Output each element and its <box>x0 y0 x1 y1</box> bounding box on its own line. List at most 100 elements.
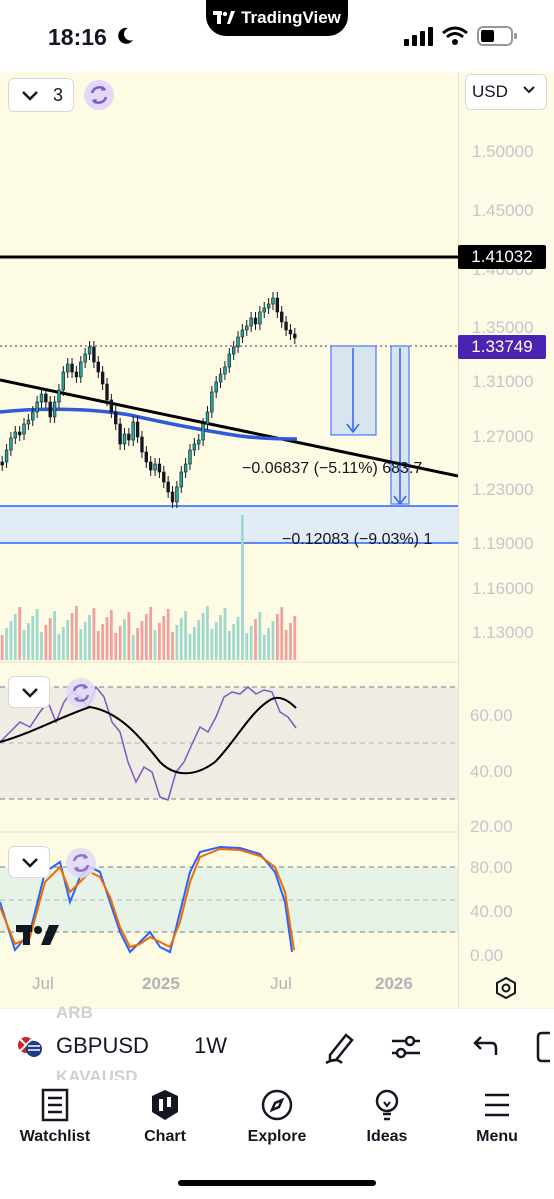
volume-bar <box>5 628 8 660</box>
candle <box>288 329 293 335</box>
rsi-sync-button[interactable] <box>66 678 96 708</box>
volume-bar <box>136 628 139 660</box>
volume-bar <box>162 616 166 660</box>
dynamic-island: TradingView <box>206 0 348 36</box>
time-axis-label: Jul <box>270 974 292 993</box>
volume-bar <box>271 621 275 660</box>
candle <box>271 297 275 305</box>
volume-bar <box>22 630 26 660</box>
wifi-icon <box>442 26 468 45</box>
timeframe[interactable]: 1W <box>194 1033 227 1058</box>
chevron-down-icon <box>22 91 38 101</box>
chart-canvas[interactable]: −0.06837 (−5.11%) 683.7 −0.12083 (−9.03%… <box>0 72 458 1008</box>
candle <box>210 391 214 413</box>
volume-bar <box>227 631 231 660</box>
stoch-axis-label: 80.00 <box>470 858 513 877</box>
candle <box>245 325 249 331</box>
nav-menu[interactable]: Menu <box>442 1088 552 1146</box>
candlestick-series <box>0 292 297 508</box>
time-axis-label: Jul <box>32 974 54 993</box>
volume-bar <box>114 633 118 660</box>
stoch-sync-button[interactable] <box>66 848 96 878</box>
volume-bar <box>249 626 253 660</box>
chart-candles-icon <box>152 1090 178 1120</box>
fullscreen-icon[interactable] <box>530 1029 554 1065</box>
rsi-collapse-button[interactable] <box>8 676 50 708</box>
price-axis[interactable] <box>458 72 554 1008</box>
candle <box>87 346 92 355</box>
volume-bar <box>96 631 100 660</box>
candle <box>105 383 109 401</box>
tradingview-watermark-icon <box>16 925 59 945</box>
chart-area[interactable]: −0.06837 (−5.11%) 683.7 −0.12083 (−9.03%… <box>0 72 554 1008</box>
candle <box>17 431 22 436</box>
app-pill-label: TradingView <box>241 8 341 27</box>
volume-bar <box>201 613 205 660</box>
volume-bar <box>245 633 249 660</box>
adjacent-symbol-above[interactable]: ARB <box>56 1003 93 1022</box>
volume-bar <box>9 621 13 660</box>
candle <box>258 311 262 325</box>
drawing-pen-icon[interactable] <box>322 1029 358 1065</box>
volume-bar <box>92 608 96 660</box>
candle <box>205 411 210 425</box>
volume-bar <box>140 621 144 660</box>
volume-bar <box>210 629 214 660</box>
moon-icon <box>118 27 133 44</box>
volume-bar <box>79 629 83 660</box>
volume-bar <box>66 620 70 660</box>
candle <box>236 336 240 348</box>
volume-bar <box>40 632 43 660</box>
candle <box>79 361 83 378</box>
candle <box>201 423 205 441</box>
stoch-axis-label: 0.00 <box>470 946 504 965</box>
trendline <box>0 378 458 478</box>
volume-bar <box>153 630 157 660</box>
nav-explore[interactable]: Explore <box>222 1088 332 1146</box>
volume-bar <box>214 622 218 660</box>
candle <box>61 371 66 391</box>
volume-bar <box>179 618 183 660</box>
undo-icon[interactable] <box>466 1029 502 1065</box>
candle <box>92 346 96 363</box>
measure-label-2: −0.12083 (−9.03%) 1 <box>282 531 432 548</box>
candle <box>135 421 140 438</box>
nav-label: Chart <box>144 1128 186 1145</box>
candle <box>83 353 87 363</box>
chevron-down-icon <box>22 688 38 698</box>
nav-ideas[interactable]: Ideas <box>332 1088 442 1146</box>
volume-bar <box>83 622 87 660</box>
candle <box>266 303 271 309</box>
symbol-name[interactable]: GBPUSD <box>56 1033 149 1058</box>
price-axis-label: 1.27000 <box>472 427 534 446</box>
volume-bar <box>171 632 174 660</box>
stoch-collapse-button[interactable] <box>8 846 50 878</box>
currency-select[interactable]: USD <box>465 74 547 110</box>
indicator-collapse-button[interactable]: 3 <box>8 78 74 112</box>
nav-watchlist[interactable]: Watchlist <box>0 1088 110 1146</box>
chart-settings-icon[interactable] <box>494 976 518 1000</box>
indicators-sliders-icon[interactable] <box>388 1029 424 1065</box>
candle <box>192 443 197 451</box>
candle <box>223 366 227 375</box>
price-axis-label: 1.23000 <box>472 480 534 499</box>
volume-bar <box>280 607 284 660</box>
sync-button[interactable] <box>84 80 114 110</box>
time-axis[interactable]: Jul 2025 Jul 2026 <box>0 966 458 1008</box>
rsi-axis-label: 60.00 <box>470 706 513 725</box>
volume-bar <box>48 618 52 660</box>
signal-icon <box>404 27 433 46</box>
stoch-axis-label: 40.00 <box>470 902 513 921</box>
nav-chart[interactable]: Chart <box>110 1088 220 1146</box>
volume-bar <box>192 627 196 660</box>
watchlist-icon <box>41 1088 69 1122</box>
candle <box>280 311 284 323</box>
candle <box>179 471 183 488</box>
currency-label: USD <box>472 82 508 101</box>
candle <box>35 401 39 413</box>
clock: 18:16 <box>48 24 107 50</box>
volume-bar <box>219 615 222 660</box>
volume-bar <box>241 515 244 660</box>
volume-bar <box>105 617 109 660</box>
volume-bar <box>57 634 61 660</box>
